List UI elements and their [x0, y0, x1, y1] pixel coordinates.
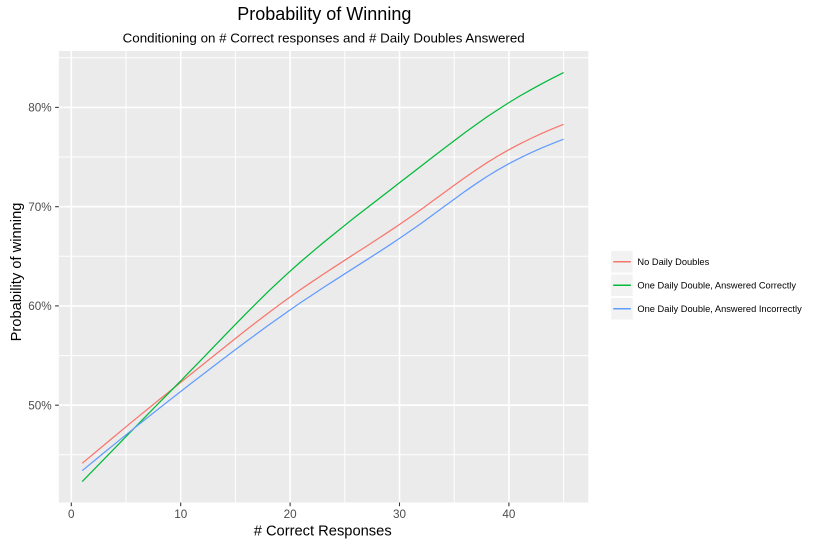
svg-text:60%: 60% [28, 300, 51, 313]
svg-text:One Daily Double, Answered Cor: One Daily Double, Answered Correctly [637, 281, 796, 291]
svg-text:# Correct Responses: # Correct Responses [254, 523, 392, 539]
svg-text:Conditioning on # Correct resp: Conditioning on # Correct responses and … [123, 30, 525, 45]
svg-text:0: 0 [68, 508, 75, 521]
svg-text:40: 40 [502, 508, 516, 521]
svg-text:Probability of winning: Probability of winning [9, 203, 25, 342]
svg-text:70%: 70% [28, 201, 51, 214]
svg-text:50%: 50% [28, 399, 51, 412]
svg-text:10: 10 [174, 508, 188, 521]
svg-text:One Daily Double, Answered Inc: One Daily Double, Answered Incorrectly [637, 304, 802, 314]
svg-text:No Daily Doubles: No Daily Doubles [637, 257, 709, 267]
svg-text:80%: 80% [28, 102, 51, 115]
svg-text:30: 30 [393, 508, 407, 521]
svg-text:20: 20 [284, 508, 298, 521]
svg-text:Probability of Winning: Probability of Winning [237, 4, 411, 24]
